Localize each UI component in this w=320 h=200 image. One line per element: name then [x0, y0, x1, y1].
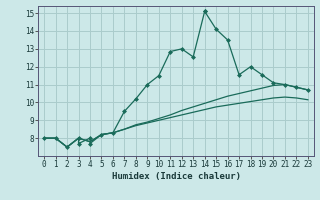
X-axis label: Humidex (Indice chaleur): Humidex (Indice chaleur) — [111, 172, 241, 181]
